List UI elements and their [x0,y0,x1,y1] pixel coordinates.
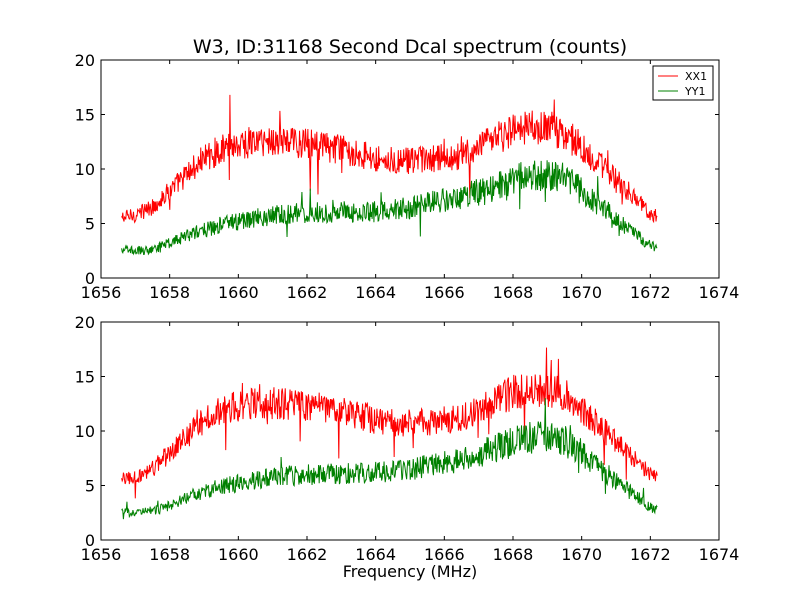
x-tick-label: 1664 [355,283,396,302]
top-spectrum-panel: 1656 1658 1660 1662 1664 1666 1668 1670 1672 1674… [75,51,740,302]
x-tick-label: 1668 [493,545,534,564]
x-tick-label: 1660 [218,545,259,564]
x-tick-label: 1664 [355,545,396,564]
x-tick-label: 1670 [561,545,602,564]
series-line-red [121,347,658,499]
x-tick-label: 1668 [493,283,534,302]
x-tick-label: 1672 [630,283,671,302]
legend-label: YY1 [684,85,705,98]
x-tick-label: 1660 [218,283,259,302]
y-tick-label: 5 [85,215,95,234]
y-tick-label: 0 [85,269,95,288]
x-tick-label: 1658 [149,283,190,302]
x-tick-label: 1672 [630,545,671,564]
x-tick-label: 1670 [561,283,602,302]
series-line-yy1 [121,160,658,256]
y-tick-label: 20 [75,51,95,70]
x-tick-label: 1662 [287,545,328,564]
y-tick-label: 20 [75,313,95,332]
y-tick-label: 5 [85,477,95,496]
x-axis-label: Frequency (MHz) [343,562,477,581]
x-tick-label: 1658 [149,545,190,564]
x-tick-label: 1666 [424,283,465,302]
y-tick-label: 10 [75,160,95,179]
x-tick-label: 1674 [699,283,740,302]
y-tick-label: 15 [75,106,95,125]
x-tick-label: 1666 [424,545,465,564]
x-tick-label: 1674 [699,545,740,564]
y-tick-label: 0 [85,531,95,550]
series-line-xx1 [121,94,658,224]
legend-box [652,65,714,101]
y-tick-label: 10 [75,422,95,441]
x-tick-label: 1656 [81,545,122,564]
series-line-green [121,398,658,520]
legend-label: XX1 [685,70,707,83]
chart-title: W3, ID:31168 Second Dcal spectrum (count… [193,36,627,58]
x-tick-label: 1662 [287,283,328,302]
y-tick-label: 15 [75,368,95,387]
bottom-spectrum-panel: 1656 1658 1660 1662 1664 1666 1668 1670 1672 1674… [75,313,740,564]
x-tick-label: 1656 [81,283,122,302]
